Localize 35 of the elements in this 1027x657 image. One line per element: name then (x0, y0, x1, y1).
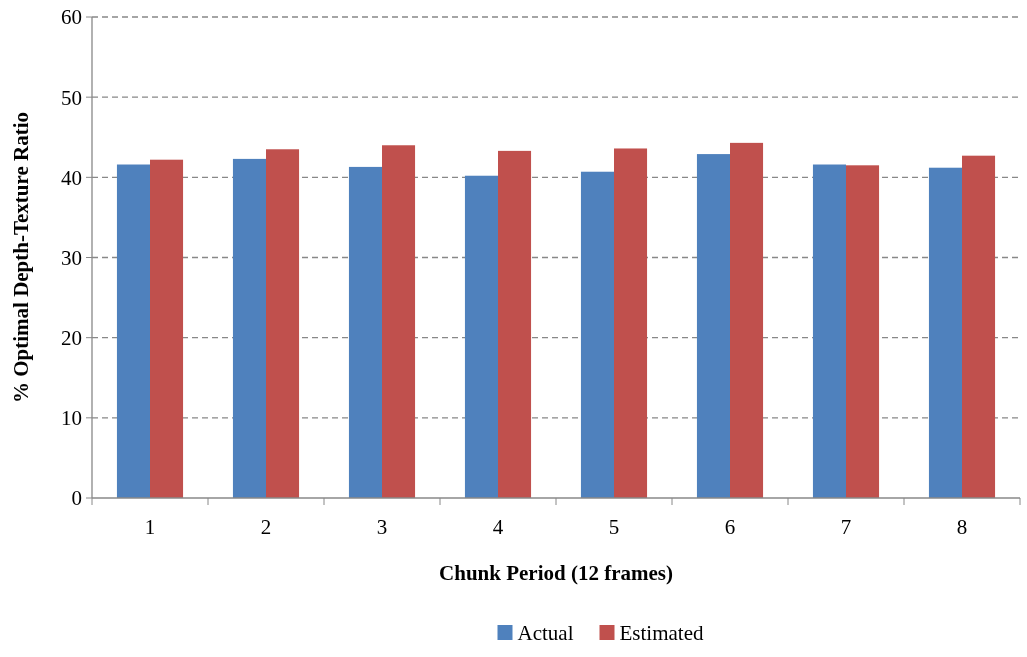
x-tick-label: 5 (608, 515, 620, 539)
legend-label: Actual (517, 621, 574, 645)
bar (116, 164, 150, 498)
bar (498, 150, 532, 498)
x-tick-label: 4 (492, 515, 504, 539)
bar (382, 145, 416, 498)
y-tick-label: 30 (61, 245, 82, 270)
y-tick-label: 0 (71, 486, 82, 511)
x-tick-label: 6 (724, 515, 736, 539)
bar (232, 158, 266, 498)
y-tick-label: 20 (61, 326, 82, 351)
y-tick-label: 60 (61, 5, 82, 30)
y-tick-label: 40 (61, 165, 82, 190)
bar (696, 154, 730, 498)
bar (846, 165, 880, 498)
x-axis-title: Chunk Period (12 frames) (439, 561, 673, 585)
y-tick-label: 10 (61, 406, 82, 431)
legend-label: Estimated (619, 621, 704, 645)
x-tick-label: 3 (376, 515, 388, 539)
x-tick-label: 7 (840, 515, 852, 539)
bar (266, 149, 300, 498)
bar (928, 167, 962, 498)
bar (464, 175, 498, 498)
bar (150, 159, 184, 498)
y-tick-label: 50 (61, 85, 82, 110)
x-tick-label: 2 (260, 515, 272, 539)
bar (348, 166, 382, 498)
bar (614, 148, 648, 498)
bar (962, 155, 996, 498)
bar (580, 171, 614, 498)
bar (730, 142, 764, 498)
x-tick-label: 8 (956, 515, 968, 539)
bar (812, 164, 846, 498)
x-tick-label: 1 (144, 515, 156, 539)
y-axis-title: % Optimal Depth-Texture Ratio (9, 111, 33, 404)
